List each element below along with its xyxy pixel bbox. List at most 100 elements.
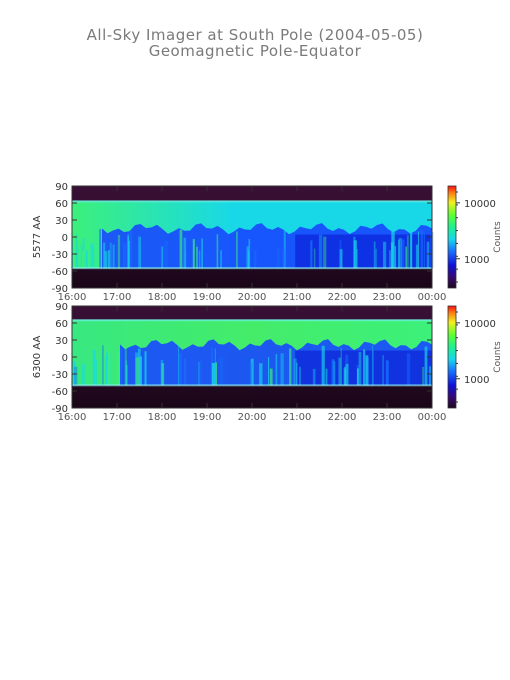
aurora-streak <box>310 240 313 269</box>
aurora-streak <box>179 229 183 269</box>
y-tick-label: -90 <box>52 404 68 415</box>
aurora-streak <box>164 240 168 269</box>
aurora-streak <box>383 241 387 269</box>
aurora-streak <box>120 348 123 386</box>
aurora-streak <box>137 348 141 386</box>
aurora-streak <box>406 235 409 269</box>
colorbar <box>447 305 457 409</box>
aurora-streak <box>178 344 180 386</box>
aurora-streak <box>293 358 297 386</box>
aurora-streak <box>405 246 407 269</box>
chart-subtitle: Geomagnetic Pole-Equator <box>148 42 362 60</box>
colorbar-label: Counts <box>493 221 503 253</box>
y-axis-label: 6300 AA <box>32 336 43 379</box>
aurora-streak <box>236 231 238 269</box>
aurora-streak <box>313 248 316 269</box>
aurora-streak <box>415 244 419 269</box>
aurora-streak <box>275 354 278 386</box>
y-tick-label: 60 <box>55 319 68 330</box>
aurora-streak <box>406 353 411 386</box>
aurora-streak <box>277 247 280 269</box>
aurora-streak <box>249 363 252 386</box>
aurora-streak <box>268 357 270 386</box>
aurora-streak <box>248 239 251 269</box>
aurora-streak <box>127 236 129 269</box>
aurora-streak <box>358 352 362 386</box>
x-tick-label: 20:00 <box>238 292 267 303</box>
aurora-streak <box>160 359 164 386</box>
aurora-streak <box>331 359 335 386</box>
y-tick-label: 60 <box>55 199 68 210</box>
aurora-streak <box>312 368 316 386</box>
x-tick-label: 17:00 <box>103 412 132 423</box>
x-tick-label: 23:00 <box>373 292 402 303</box>
aurora-streak <box>76 246 79 269</box>
aurora-streak <box>394 246 397 269</box>
upper-boundary <box>72 200 432 203</box>
aurora-streak <box>246 246 249 269</box>
aurora-streak <box>398 239 400 269</box>
aurora-streak <box>183 358 187 386</box>
aurora-streak <box>382 355 384 386</box>
y-tick-label: -30 <box>52 370 68 381</box>
aurora-streak <box>135 357 140 386</box>
aurora-streak <box>201 238 203 269</box>
aurora-streak <box>289 348 292 386</box>
lower-boundary <box>72 384 432 387</box>
aurora-streak <box>325 368 328 386</box>
aurora-streak <box>124 346 127 386</box>
aurora-streak <box>280 353 284 386</box>
aurora-streak <box>161 363 165 386</box>
upper-boundary <box>72 319 432 322</box>
aurora-streak <box>391 229 395 269</box>
colorbar <box>447 185 457 289</box>
aurora-streak <box>219 357 223 386</box>
aurora-streak <box>80 244 83 269</box>
x-tick-label: 00:00 <box>418 412 447 423</box>
x-tick-label: 18:00 <box>148 412 177 423</box>
aurora-streak <box>323 236 327 269</box>
aurora-streak <box>345 363 349 386</box>
x-tick-label: 22:00 <box>328 292 357 303</box>
aurora-streak <box>107 349 111 386</box>
aurora-streak <box>129 230 133 269</box>
aurora-streak <box>140 242 142 269</box>
aurora-streak <box>96 359 97 386</box>
aurora-streak <box>198 250 201 269</box>
aurora-streak <box>81 363 85 386</box>
aurora-streak <box>363 349 366 386</box>
aurora-streak <box>423 232 425 269</box>
x-tick-label: 17:00 <box>103 292 132 303</box>
aurora-streak <box>344 366 346 386</box>
aurora-streak <box>144 351 147 386</box>
aurora-streak <box>250 358 254 386</box>
aurora-streak <box>106 351 108 386</box>
aurora-streak <box>356 249 358 269</box>
x-tick-label: 16:00 <box>58 292 87 303</box>
aurora-streak <box>398 238 402 269</box>
aurora-streak <box>220 250 222 269</box>
y-tick-label: 0 <box>62 353 68 364</box>
x-tick-label: 23:00 <box>373 412 402 423</box>
deep-blue-region <box>295 234 432 269</box>
aurora-streak <box>109 242 112 269</box>
aurora-streak <box>428 366 431 386</box>
aurora-streak <box>353 240 357 269</box>
aurora-streak <box>339 239 342 269</box>
aurora-streak <box>128 240 130 269</box>
aurora-streak <box>90 243 95 269</box>
aurora-streak <box>125 364 128 386</box>
aurora-streak <box>117 235 121 269</box>
x-tick-label: 20:00 <box>238 412 267 423</box>
aurora-streak <box>138 236 141 269</box>
aurora-streak <box>85 250 88 269</box>
y-tick-label: 0 <box>62 233 68 244</box>
aurora-streak <box>198 361 200 386</box>
aurora-streak <box>92 349 96 386</box>
y-tick-label: -90 <box>52 284 68 295</box>
x-tick-label: 19:00 <box>193 292 222 303</box>
aurora-streak <box>338 357 342 386</box>
aurora-streak <box>339 249 343 269</box>
